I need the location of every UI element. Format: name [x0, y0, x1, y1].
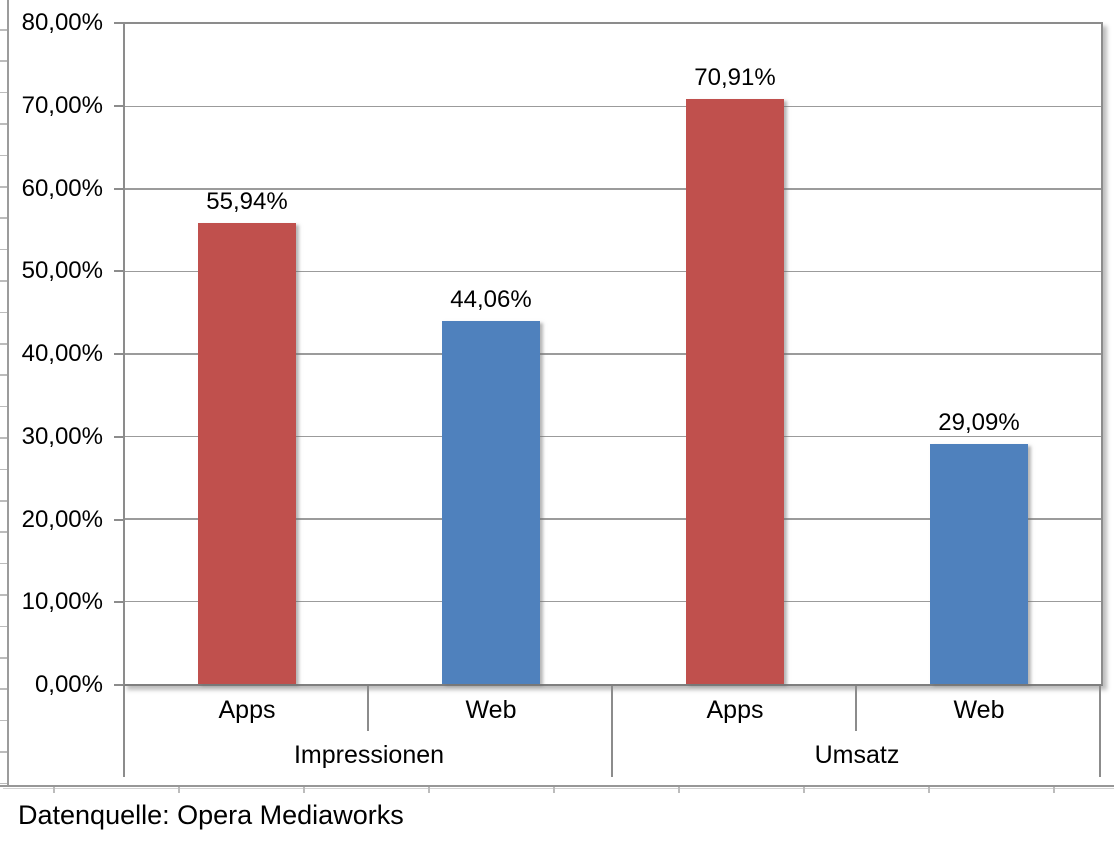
worksheet-row-tick — [0, 719, 7, 722]
worksheet-row-tick — [0, 500, 7, 502]
category-separator — [123, 686, 125, 777]
category-label: Web — [953, 696, 1005, 724]
category-label: Apps — [706, 696, 764, 724]
y-tick-label: 20,00% — [21, 505, 103, 533]
category-separator — [1099, 686, 1101, 777]
y-tick-label: 50,00% — [21, 257, 103, 285]
category-separator — [611, 686, 613, 777]
worksheet-row-tick — [0, 594, 7, 596]
worksheet-row-tick — [0, 625, 7, 628]
bar — [442, 320, 540, 684]
worksheet-column-tick — [678, 786, 680, 793]
category-sub-separator — [855, 686, 857, 731]
y-tick-label: 80,00% — [21, 9, 103, 36]
y-tick-mark — [114, 270, 123, 273]
bar-value-label: 29,09% — [938, 409, 1020, 437]
y-tick-mark — [114, 435, 123, 438]
worksheet-row-tick — [0, 123, 7, 125]
worksheet-row-tick — [0, 437, 7, 439]
bar — [930, 444, 1028, 684]
gridline — [125, 435, 1101, 437]
worksheet-gridline-horizontal-shadow — [3, 788, 1114, 789]
worksheet-column-tick — [803, 786, 805, 793]
y-tick-label: 60,00% — [21, 174, 103, 202]
category-label: Web — [465, 696, 517, 724]
category-group-label: Impressionen — [293, 741, 445, 769]
y-tick-label: 0,00% — [34, 671, 103, 698]
worksheet-row-tick — [0, 280, 7, 282]
gridline — [125, 518, 1101, 520]
worksheet-row-tick — [0, 311, 7, 314]
y-tick-mark — [114, 518, 123, 521]
worksheet-row-tick — [0, 751, 7, 753]
bar-value-label: 44,06% — [450, 285, 532, 313]
worksheet-gridline-vertical — [7, 0, 9, 786]
bar-value-label: 55,94% — [206, 187, 288, 215]
bar — [686, 99, 784, 684]
worksheet-row-tick — [0, 154, 7, 157]
y-tick-label: 70,00% — [21, 91, 103, 119]
category-group-label: Umsatz — [814, 741, 900, 769]
worksheet-row-tick — [0, 657, 7, 659]
y-tick-label: 10,00% — [21, 588, 103, 616]
y-tick-mark — [114, 353, 123, 355]
y-tick-mark — [114, 104, 123, 107]
category-sub-separator — [367, 686, 369, 731]
gridline — [125, 600, 1101, 602]
bar — [198, 222, 296, 684]
bar-value-label: 70,91% — [694, 64, 776, 91]
y-tick-label: 40,00% — [21, 340, 103, 367]
y-tick-mark — [114, 187, 123, 190]
worksheet-column-tick — [928, 786, 930, 793]
y-tick-mark — [114, 601, 123, 604]
worksheet-row-tick — [0, 186, 7, 188]
worksheet-column-tick — [553, 786, 555, 793]
worksheet-gridline-horizontal — [0, 785, 1114, 787]
category-label: Apps — [218, 696, 276, 724]
worksheet-row-tick — [0, 343, 7, 345]
worksheet-row-tick — [0, 248, 7, 251]
worksheet-row-tick — [0, 405, 7, 408]
worksheet-column-tick — [303, 786, 305, 793]
gridline — [125, 188, 1101, 190]
y-axis: 0,00% 10,00% 20,00% 30,00% 40,00% 50,00% 60,00… — [0, 0, 103, 786]
worksheet-row-tick — [0, 782, 7, 785]
worksheet-row-tick — [0, 688, 7, 690]
y-tick-label: 30,00% — [21, 422, 103, 450]
y-tick-mark — [114, 22, 123, 24]
worksheet-row-tick — [0, 29, 7, 31]
worksheet-row-tick — [0, 531, 7, 533]
category-axis: Apps Web Impressionen Apps Web Umsatz — [123, 686, 1103, 777]
worksheet-column-tick — [53, 786, 55, 793]
worksheet-column-tick — [178, 786, 180, 793]
gridline — [125, 270, 1101, 272]
source-caption: Datenquelle: Opera Mediaworks — [18, 800, 404, 830]
worksheet-column-tick — [428, 786, 430, 793]
worksheet-row-tick — [0, 374, 7, 376]
worksheet-row-tick — [0, 91, 7, 94]
worksheet-row-tick — [0, 217, 7, 219]
worksheet-row-tick — [0, 562, 7, 565]
y-tick-mark — [114, 684, 123, 686]
plot-area: 55,94% 44,06% 70,91% 29,09% — [123, 22, 1103, 686]
worksheet-column-tick — [1053, 786, 1055, 793]
gridline — [125, 353, 1101, 355]
gridline — [125, 105, 1101, 107]
worksheet-row-tick — [0, 60, 7, 62]
worksheet-row-tick — [0, 468, 7, 471]
